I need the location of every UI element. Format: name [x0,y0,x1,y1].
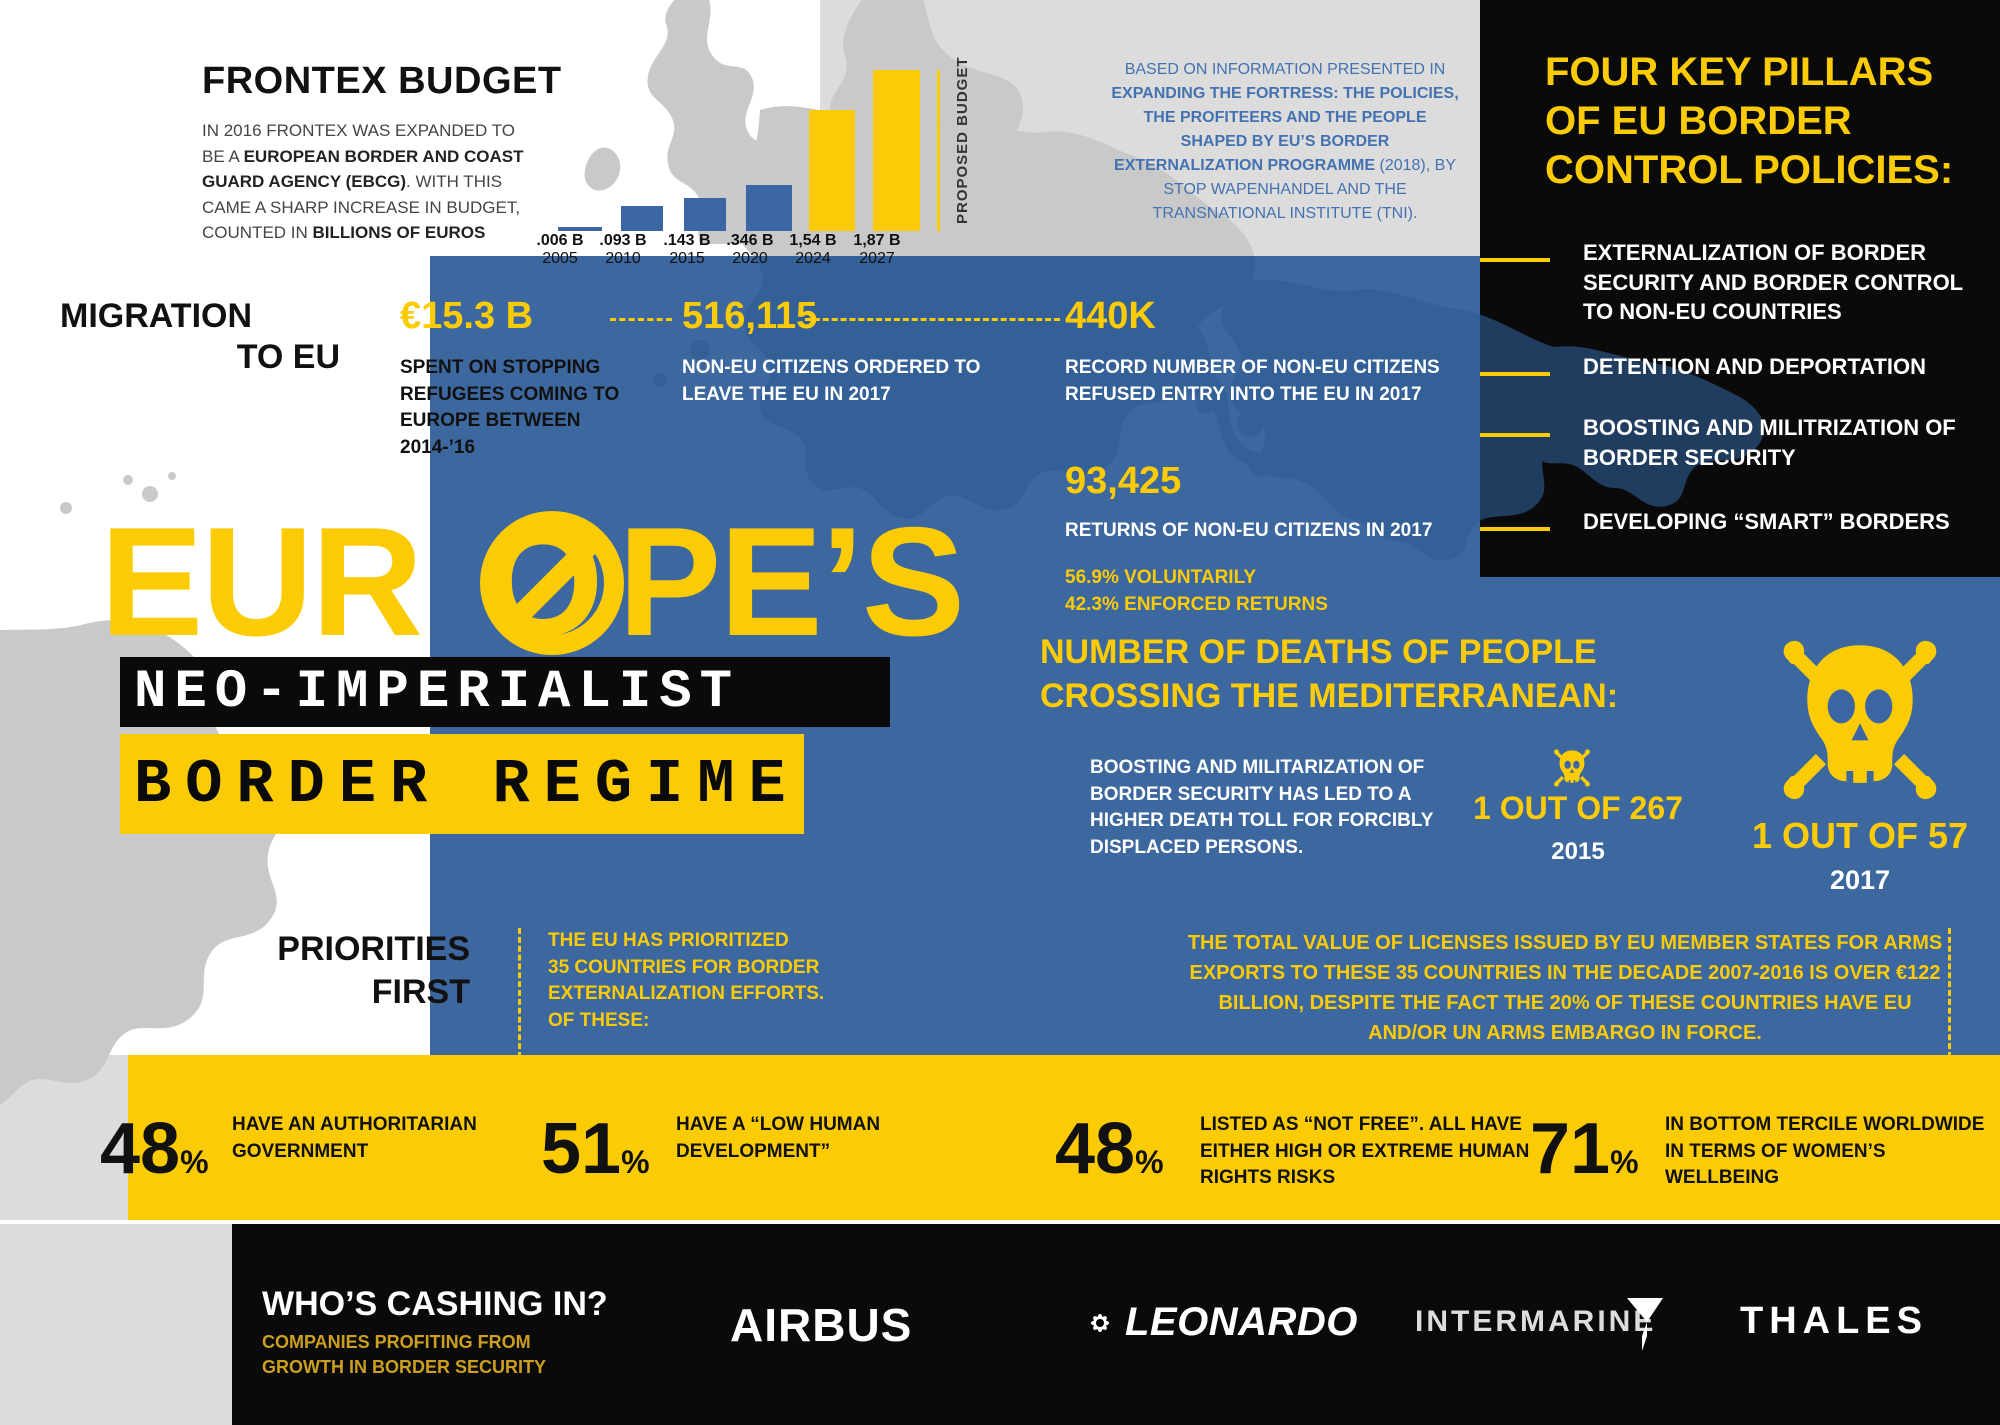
svg-text:EUR: EUR [100,495,421,668]
svg-text:PE’S: PE’S [618,495,963,668]
